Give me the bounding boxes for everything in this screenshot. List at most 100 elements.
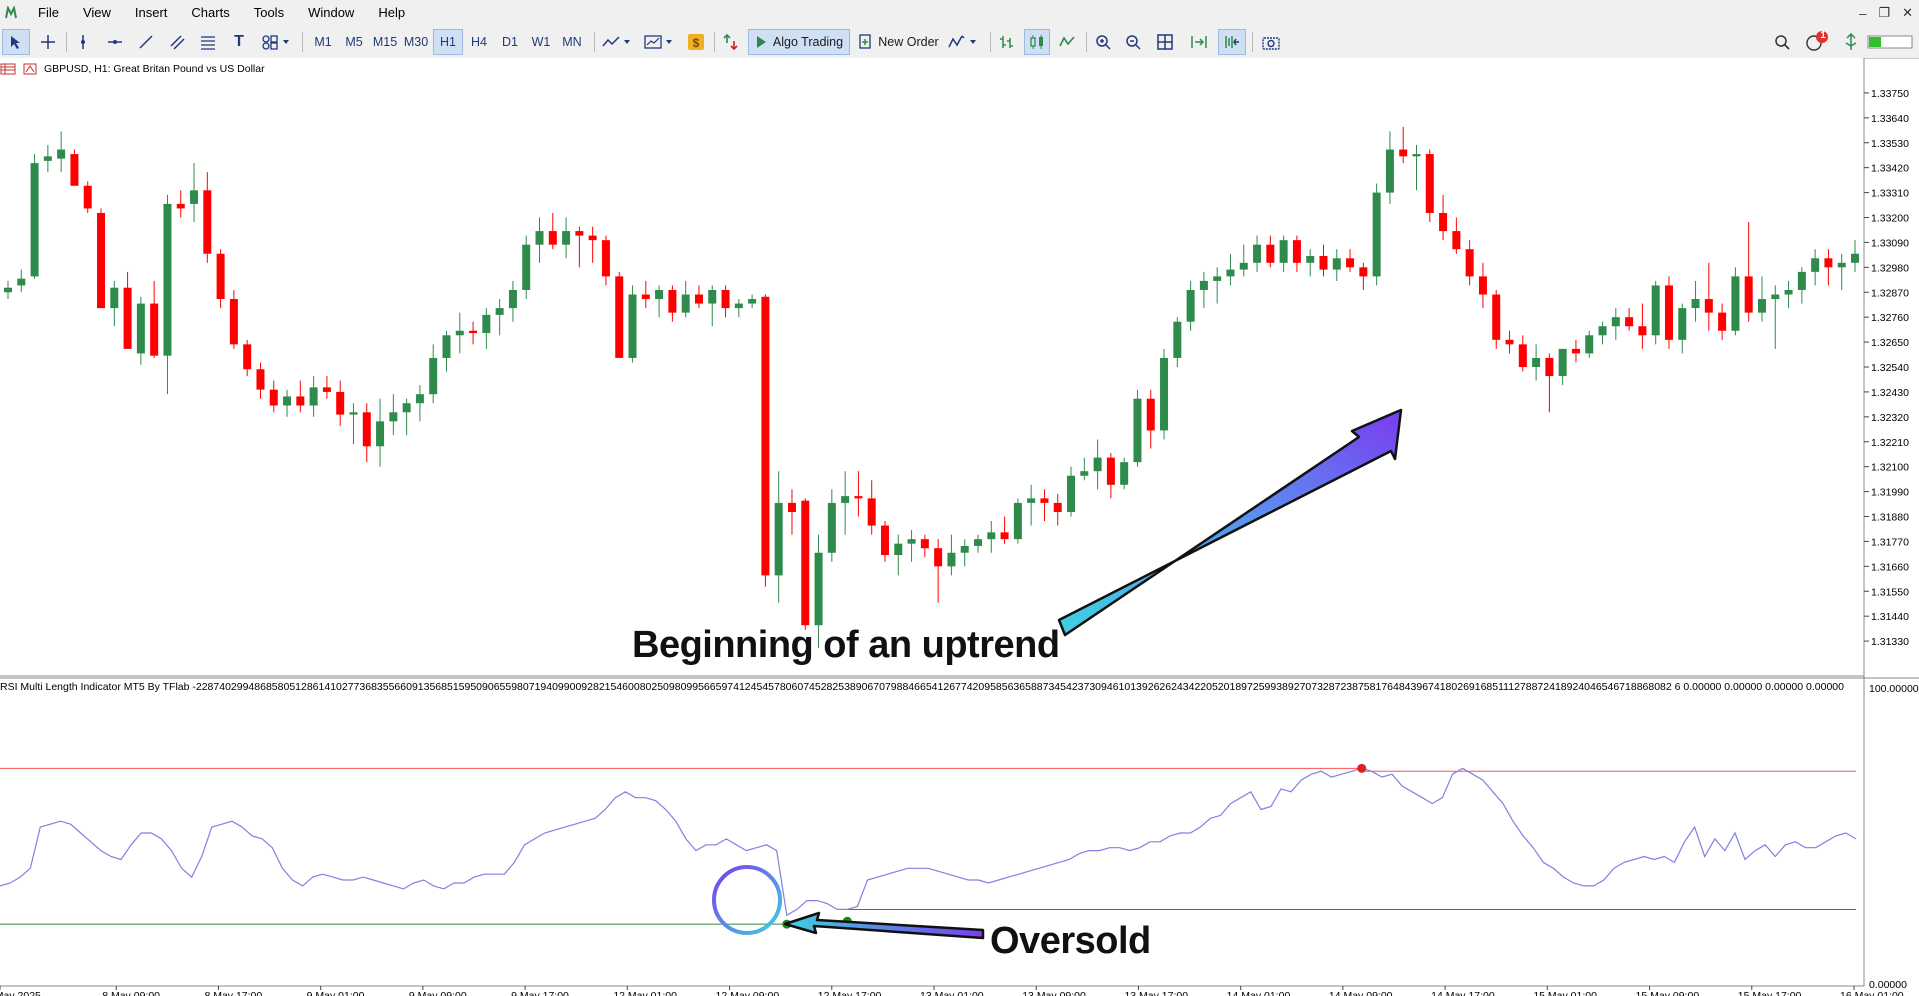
- time-tick-label: 15 May 09:00: [1636, 990, 1700, 996]
- timeframe-m30[interactable]: M30: [403, 35, 429, 49]
- indicator-label: RSI Multi Length Indicator MT5 By TFlab …: [0, 681, 1844, 693]
- candle: [1425, 149, 1434, 223]
- candlestick-icon[interactable]: [1024, 29, 1050, 55]
- candle: [960, 539, 969, 567]
- candle: [854, 471, 863, 517]
- trade-dropdown-icon[interactable]: [946, 29, 982, 55]
- signals-icon[interactable]: [718, 29, 744, 55]
- indicators-dropdown-icon[interactable]: [600, 29, 636, 55]
- candle: [694, 285, 703, 309]
- screenshot-icon[interactable]: [1258, 29, 1284, 55]
- timeframe-m5[interactable]: M5: [345, 35, 363, 49]
- candle: [1027, 484, 1036, 526]
- candle: [469, 321, 478, 345]
- candle: [1691, 280, 1700, 322]
- trend-line-icon[interactable]: [133, 29, 159, 55]
- timeframe-h4[interactable]: H4: [471, 35, 487, 49]
- candle: [1757, 276, 1766, 322]
- candle: [415, 385, 424, 422]
- menu-window[interactable]: Window: [308, 5, 355, 20]
- cursor-tool-icon[interactable]: [2, 29, 30, 55]
- candle: [1811, 249, 1820, 286]
- timeframe-h1[interactable]: H1: [433, 29, 463, 55]
- templates-dropdown-icon[interactable]: [642, 29, 678, 55]
- candle: [1837, 253, 1846, 290]
- candle: [283, 389, 292, 417]
- menu-help[interactable]: Help: [378, 5, 406, 20]
- candle: [1292, 235, 1301, 272]
- line-chart-icon[interactable]: [1054, 29, 1080, 55]
- text-tool-icon[interactable]: T: [234, 33, 244, 50]
- candle: [1106, 453, 1115, 499]
- candle: [628, 285, 637, 363]
- candle: [867, 480, 876, 535]
- timeframe-mn[interactable]: MN: [562, 35, 582, 49]
- horizontal-line-icon[interactable]: [102, 29, 128, 55]
- time-tick-label: 9 May 09:00: [409, 990, 467, 996]
- candle: [1718, 303, 1727, 340]
- chart-shift-icon[interactable]: [1218, 29, 1246, 55]
- menu-insert[interactable]: Insert: [134, 5, 168, 20]
- candle: [1784, 280, 1793, 309]
- shapes-dropdown-icon[interactable]: [258, 29, 294, 55]
- zoom-in-icon[interactable]: [1090, 29, 1116, 55]
- bar-chart-icon[interactable]: [994, 29, 1020, 55]
- candle: [110, 280, 119, 327]
- channel-icon[interactable]: [164, 29, 190, 55]
- minimize-icon[interactable]: –: [1859, 5, 1867, 21]
- timeframe-w1[interactable]: W1: [531, 35, 551, 49]
- timeframe-m15[interactable]: M15: [372, 35, 398, 49]
- candle: [681, 280, 690, 318]
- menu-file[interactable]: File: [38, 5, 59, 20]
- crosshair-icon[interactable]: [34, 29, 62, 55]
- time-tick-label: 13 May 01:00: [920, 990, 984, 996]
- candle: [508, 280, 517, 322]
- fibonacci-icon[interactable]: [195, 29, 221, 55]
- price-chart[interactable]: 1.33750 1.33640 1.33530 1.33420 1.33310 1.332…: [0, 58, 1919, 996]
- time-tick-label: 9 May 01:00: [307, 990, 365, 996]
- market-icon[interactable]: $: [684, 29, 708, 55]
- candle: [1346, 249, 1355, 272]
- candle: [655, 285, 664, 318]
- timeframe-m1[interactable]: M1: [314, 35, 332, 49]
- candle: [522, 235, 531, 300]
- candle: [163, 194, 172, 395]
- candle: [1571, 339, 1580, 363]
- candle: [1439, 194, 1448, 241]
- metatrader-logo-icon: [4, 4, 18, 20]
- candle: [1173, 317, 1182, 367]
- candle: [442, 330, 451, 372]
- rsi-tick-label: 100.00000: [1869, 683, 1919, 695]
- candle: [1532, 344, 1541, 381]
- candle: [349, 403, 358, 445]
- restore-icon[interactable]: ❐: [1878, 5, 1891, 20]
- window-controls: – ❐ ✕: [1859, 0, 1913, 26]
- candle: [987, 521, 996, 553]
- notifications-icon[interactable]: 1: [1802, 29, 1832, 55]
- candle: [482, 308, 491, 349]
- vertical-line-icon[interactable]: [70, 29, 96, 55]
- time-tick-label: 8 May 09:00: [102, 990, 160, 996]
- menu-charts[interactable]: Charts: [191, 5, 230, 20]
- price-pane[interactable]: [0, 58, 1864, 676]
- menu-tools[interactable]: Tools: [253, 5, 285, 20]
- price-tick-label: 1.32650: [1871, 337, 1909, 349]
- candle: [1824, 249, 1833, 286]
- candle: [535, 217, 544, 263]
- algo-trading-button[interactable]: Algo Trading: [748, 29, 850, 55]
- candle: [309, 376, 318, 417]
- candle: [1598, 321, 1607, 345]
- menu-view[interactable]: View: [82, 5, 111, 20]
- zoom-out-icon[interactable]: [1120, 29, 1146, 55]
- auto-scroll-icon[interactable]: [1186, 29, 1212, 55]
- tile-windows-icon[interactable]: [1152, 29, 1178, 55]
- new-order-button[interactable]: New Order: [856, 29, 942, 55]
- new-order-label: New Order: [878, 35, 939, 49]
- close-icon[interactable]: ✕: [1902, 5, 1913, 20]
- candle: [880, 521, 889, 562]
- timeframe-d1[interactable]: D1: [502, 35, 518, 49]
- search-icon[interactable]: [1770, 29, 1794, 55]
- candle: [1133, 389, 1142, 467]
- candle: [548, 212, 557, 250]
- candle: [1492, 289, 1501, 349]
